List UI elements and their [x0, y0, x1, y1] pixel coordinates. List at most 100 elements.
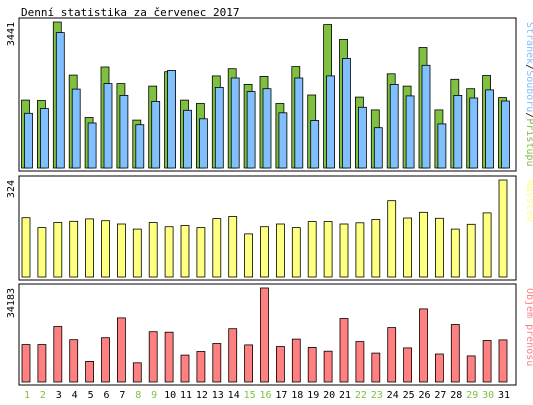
bar-visits	[339, 223, 349, 278]
bar-files	[326, 75, 336, 169]
bar-files	[437, 123, 447, 169]
bar-visits	[482, 212, 492, 278]
bar-files	[342, 58, 351, 169]
bar-files	[262, 88, 272, 169]
bar-visits	[323, 221, 333, 278]
x-tick-label: 26	[418, 390, 430, 401]
bar-files	[40, 108, 49, 169]
bar-visits	[419, 211, 428, 278]
bar-files	[421, 64, 431, 169]
bar-kbytes	[69, 339, 79, 383]
bar-visits	[148, 222, 158, 278]
x-tick-label: 29	[466, 390, 478, 401]
x-tick-label: 5	[88, 390, 94, 401]
bar-files	[183, 109, 192, 169]
x-tick-label: 24	[387, 390, 399, 401]
bar-visits	[434, 217, 444, 278]
bar-visits	[196, 227, 206, 278]
chart-panels: 3441Stránek/Souborů/Přístupů324Návštěv34…	[6, 17, 533, 386]
x-tick-label: 8	[135, 390, 141, 401]
bar-visits	[101, 220, 110, 278]
x-tick-label: 7	[119, 390, 125, 401]
y-max-label: 34183	[6, 288, 17, 318]
bar-visits	[387, 200, 397, 278]
legend-part: /	[524, 112, 533, 118]
x-tick-label: 10	[164, 390, 176, 401]
bar-files	[87, 122, 97, 169]
bar-kbytes	[164, 331, 174, 383]
panel-frame	[18, 17, 517, 172]
x-tick-label: 22	[355, 390, 367, 401]
bar-kbytes	[450, 324, 460, 383]
bar-files	[453, 95, 463, 169]
x-tick-label: 20	[323, 390, 335, 401]
legend-part: Přístupů	[524, 118, 533, 166]
x-tick-label: 15	[244, 390, 256, 401]
bar-files	[71, 88, 81, 169]
panel-legend: Návštěv	[524, 180, 533, 222]
bar-kbytes	[180, 354, 190, 383]
bar-kbytes	[148, 331, 158, 383]
legend-part: Návštěv	[524, 180, 533, 222]
x-tick-label: 28	[450, 390, 462, 401]
x-tick-label: 9	[151, 390, 157, 401]
bar-visits	[275, 223, 285, 278]
x-tick-label: 31	[498, 390, 510, 401]
x-tick-label: 2	[40, 390, 46, 401]
bar-visits	[164, 226, 174, 278]
chart-panel: 34183 Objem přenosu	[6, 283, 533, 386]
bar-visits	[466, 223, 476, 278]
bar-files	[278, 112, 288, 169]
bar-visits	[450, 228, 460, 278]
bar-kbytes	[307, 346, 317, 383]
bar-files	[373, 127, 383, 169]
x-tick-label: 23	[371, 390, 383, 401]
bar-kbytes	[482, 340, 492, 383]
bar-kbytes	[37, 344, 47, 383]
y-max-label: 3441	[6, 22, 17, 46]
bar-visits	[307, 221, 317, 278]
bar-kbytes	[53, 326, 63, 383]
bar-files	[24, 112, 33, 169]
legend-part: Objem přenosu	[524, 288, 533, 366]
bar-files	[310, 120, 320, 169]
bar-visits	[228, 216, 238, 278]
bar-visits	[403, 217, 413, 278]
bar-visits	[85, 218, 94, 278]
bar-files	[119, 95, 129, 169]
bar-kbytes	[228, 328, 238, 383]
x-tick-label: 16	[259, 390, 271, 401]
bar-visits	[53, 222, 63, 278]
legend-part: Stránek	[524, 22, 533, 64]
bar-kbytes	[355, 341, 365, 383]
bar-visits	[69, 220, 79, 278]
bar-kbytes	[403, 347, 413, 383]
x-tick-label: 1	[24, 390, 30, 401]
bar-kbytes	[244, 344, 254, 383]
bar-kbytes	[132, 362, 142, 383]
panel-legend: Stránek/Souborů/Přístupů	[524, 22, 533, 167]
bar-files	[501, 100, 510, 169]
bar-kbytes	[339, 318, 349, 383]
bar-visits	[260, 226, 269, 278]
legend-part: /	[524, 64, 533, 70]
x-axis-day-labels: 1 2 3 4 5 6 7 8 9 10 11 12 13 14 15 16 17 18 19 20 21 22 23 24 2…	[24, 390, 510, 401]
bar-visits	[498, 179, 508, 278]
x-tick-label: 21	[339, 390, 351, 401]
bar-kbytes	[419, 308, 428, 383]
bar-kbytes	[85, 360, 94, 383]
bar-files	[294, 77, 304, 169]
bar-files	[103, 83, 113, 169]
bar-files	[469, 97, 479, 169]
bar-visits	[244, 233, 254, 278]
bar-files	[55, 32, 65, 169]
bar-kbytes	[466, 355, 476, 383]
x-tick-label: 13	[212, 390, 224, 401]
legend-part: Souborů	[524, 70, 533, 112]
bar-kbytes	[260, 287, 269, 383]
bar-visits	[37, 227, 47, 278]
x-tick-label: 3	[56, 390, 62, 401]
bar-kbytes	[498, 339, 508, 383]
bar-kbytes	[196, 351, 206, 383]
